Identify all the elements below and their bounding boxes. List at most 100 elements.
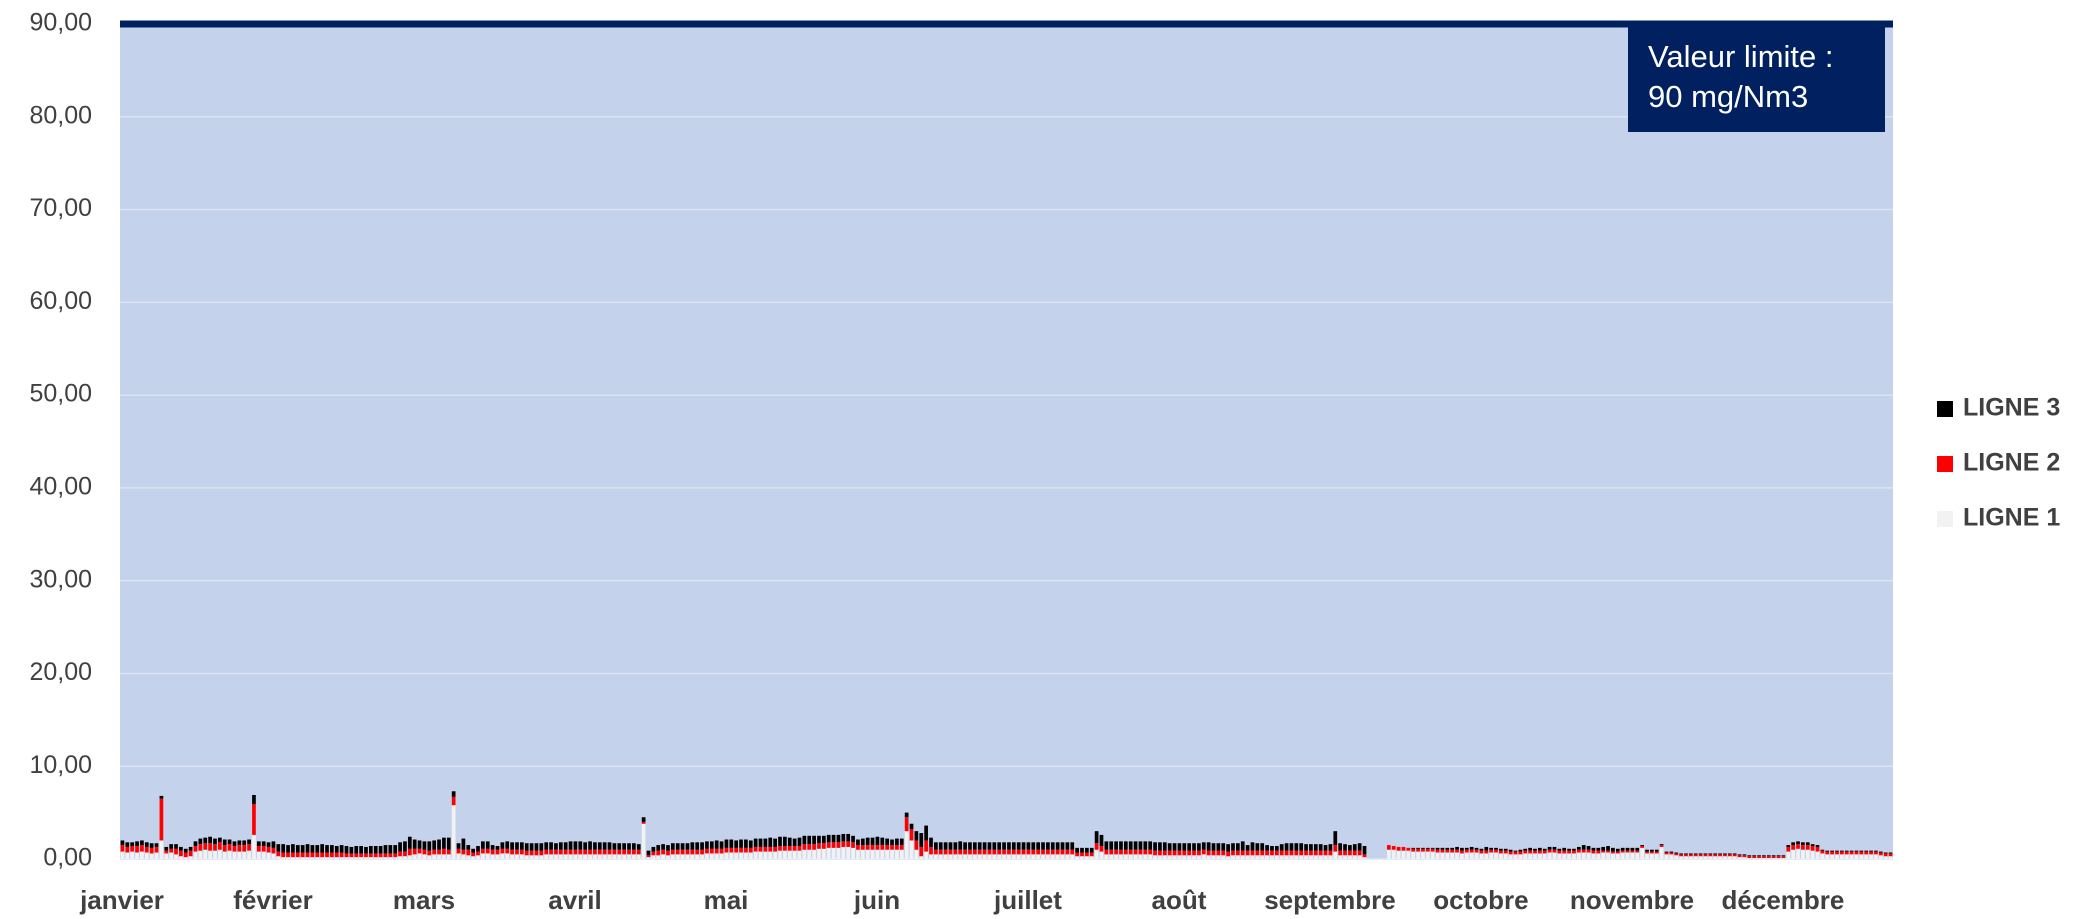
bar-segment (1294, 855, 1299, 859)
bar-segment (812, 844, 816, 850)
bar-segment (972, 854, 977, 859)
bar-segment (1606, 852, 1610, 859)
bar-segment (339, 845, 344, 853)
bar-segment (481, 853, 485, 859)
bar-segment (934, 849, 938, 855)
bar-segment (1878, 852, 1883, 856)
bar-segment (198, 850, 203, 859)
bar-segment (1313, 855, 1318, 859)
bar-segment (1182, 843, 1187, 851)
bar-segment (539, 843, 544, 851)
bar-segment (1538, 850, 1542, 854)
bar-segment (140, 851, 144, 859)
bar-segment (1581, 845, 1586, 850)
bar-segment (597, 854, 602, 859)
bar-segment (1274, 846, 1279, 851)
bar-segment (1606, 846, 1610, 851)
bar-segment (1440, 852, 1445, 859)
bar-segment (1552, 852, 1557, 859)
legend-label: LIGNE 1 (1963, 504, 2060, 532)
bar-segment (778, 836, 782, 847)
bar-segment (349, 853, 354, 858)
bar-segment (1192, 855, 1196, 859)
bar-segment (261, 841, 266, 847)
bar-segment (529, 843, 534, 851)
bar-segment (1099, 834, 1104, 847)
bar-segment (144, 842, 149, 847)
bar-segment (880, 837, 885, 846)
bar-segment (1362, 854, 1367, 858)
bar-segment (1216, 855, 1221, 859)
bar-segment (783, 850, 787, 859)
bar-segment (856, 839, 860, 846)
bar-segment (1781, 858, 1786, 859)
bar-segment (622, 854, 626, 859)
bar-segment (1659, 845, 1664, 847)
bar-segment (1309, 850, 1313, 856)
x-tick-label: avril (548, 885, 602, 915)
bar-segment (135, 846, 139, 853)
bar-segment (1343, 844, 1347, 851)
bar-segment (437, 839, 441, 850)
bar-segment (1435, 847, 1440, 850)
bar-segment (1226, 851, 1230, 857)
bar-segment (1464, 847, 1469, 850)
bar-segment (797, 850, 802, 859)
bar-segment (1416, 848, 1420, 852)
bar-segment (505, 853, 510, 859)
bar-segment (461, 838, 466, 850)
bar-segment (1513, 851, 1518, 855)
bar-segment (1036, 854, 1041, 859)
bar-segment (714, 853, 719, 859)
bar-segment (1542, 850, 1547, 854)
bar-segment (1265, 855, 1269, 859)
bar-segment (368, 846, 373, 854)
bar-segment (851, 847, 855, 859)
bar-segment (875, 845, 880, 850)
bar-segment (1289, 855, 1294, 859)
bar-segment (1197, 855, 1201, 859)
bar-segment (373, 846, 378, 854)
bar-segment (1099, 851, 1104, 859)
y-tick-label: 70,00 (29, 194, 92, 222)
bar-segment (1723, 856, 1727, 859)
bar-segment (1669, 854, 1674, 859)
bar-segment (417, 840, 422, 849)
bar-segment (821, 848, 826, 859)
bar-segment (1250, 850, 1255, 856)
bar-segment (1187, 843, 1192, 851)
bar-segment (1689, 856, 1693, 859)
bar-segment (1576, 846, 1581, 850)
bar-segment (305, 844, 310, 853)
bar-segment (271, 847, 276, 854)
bar-segment (1762, 858, 1766, 859)
bar-segment (1021, 854, 1026, 859)
bar-segment (1128, 849, 1133, 855)
bar-segment (1201, 849, 1206, 855)
bar-segment (1664, 854, 1669, 859)
bar-segment (758, 846, 763, 852)
bar-segment (1187, 855, 1192, 859)
bar-segment (242, 840, 247, 846)
bar-segment (203, 843, 208, 850)
bar-segment (1387, 845, 1391, 850)
bar-segment (1221, 850, 1226, 856)
bar-segment (627, 854, 631, 859)
bar-segment (953, 842, 958, 850)
bar-segment (948, 849, 953, 855)
bar-segment (1503, 853, 1508, 859)
bar-segment (977, 842, 982, 850)
bar-segment (1041, 849, 1045, 855)
bar-segment (1757, 856, 1761, 859)
bar-segment (982, 842, 987, 850)
bar-segment (149, 843, 154, 848)
bar-segment (1411, 848, 1416, 852)
bar-segment (1654, 853, 1659, 859)
bar-segment (1732, 854, 1737, 857)
bar-segment (602, 854, 607, 859)
bar-segment (1742, 855, 1747, 858)
bar-segment (709, 848, 714, 854)
bar-segment (1075, 847, 1079, 853)
bar-segment (1723, 854, 1727, 857)
bar-segment (753, 851, 758, 859)
